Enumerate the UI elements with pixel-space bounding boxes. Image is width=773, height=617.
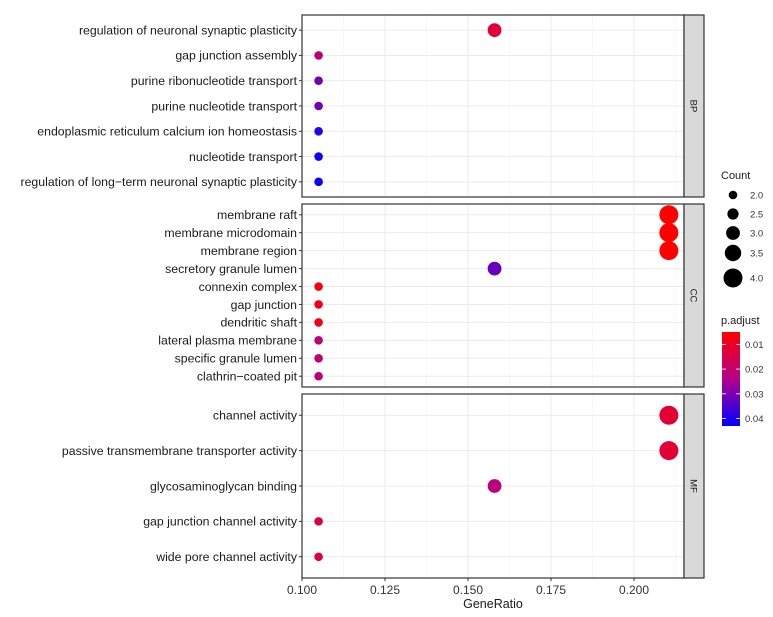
count-legend: Count 2.0 2.5 3.0 3.5 4.0: [721, 170, 763, 288]
count-legend-key: [724, 244, 742, 262]
data-point: [314, 318, 323, 327]
data-point: [659, 405, 679, 425]
colorbar-label: 0.04: [745, 414, 764, 425]
padjust-colorbar: [722, 332, 740, 426]
count-legend-label: 3.0: [750, 229, 763, 240]
y-tick-label: regulation of long−term neuronal synapti…: [21, 175, 298, 189]
data-point: [659, 205, 679, 225]
y-tick-label: passive transmembrane transporter activi…: [62, 444, 298, 458]
count-legend-key: [726, 226, 740, 240]
data-point: [314, 126, 323, 136]
facet-panel-cc: membrane raft membrane microdomain membran…: [158, 203, 705, 388]
y-tick-label: membrane raft: [217, 208, 298, 222]
data-point: [659, 441, 679, 461]
count-legend-label: 2.0: [750, 191, 763, 202]
data-point: [314, 51, 323, 60]
colorbar-label: 0.01: [745, 340, 764, 351]
facet-strip: [683, 14, 705, 198]
y-tick-label: gap junction channel activity: [143, 515, 298, 529]
facet-panel-bp: regulation of neuronal synaptic plastici…: [21, 14, 705, 198]
facet-strip-label: MF: [688, 479, 699, 493]
data-point: [314, 152, 323, 161]
y-tick-label: purine nucleotide transport: [151, 99, 297, 113]
data-point: [487, 23, 502, 38]
count-legend-key: [728, 190, 738, 200]
y-tick-label: purine ribonucleotide transport: [131, 74, 298, 88]
data-point: [314, 336, 323, 345]
facet-strip: [683, 203, 705, 388]
data-point: [659, 241, 679, 261]
data-point: [314, 552, 323, 562]
y-tick-label: membrane region: [201, 244, 298, 258]
x-tick-label: 0.125: [370, 583, 400, 597]
y-tick-label: regulation of neuronal synaptic plastici…: [79, 23, 298, 37]
x-tick-label: 0.200: [619, 583, 649, 597]
data-point: [314, 300, 323, 309]
data-point: [314, 353, 323, 363]
y-tick-label: membrane microdomain: [164, 226, 297, 240]
y-tick-label: clathrin−coated pit: [197, 370, 298, 384]
x-tick-label: 0.150: [453, 583, 483, 597]
facet-panel-mf: channel activity passive transmembrane tr…: [62, 393, 705, 579]
count-legend-key: [727, 208, 739, 220]
y-tick-label: nucleotide transport: [189, 150, 298, 164]
data-point: [487, 261, 502, 276]
data-point: [314, 101, 323, 111]
count-legend-title: Count: [721, 170, 750, 182]
count-legend-key: [723, 268, 743, 288]
count-legend-label: 4.0: [750, 274, 763, 285]
y-tick-label: gap junction assembly: [175, 49, 298, 63]
data-point: [487, 479, 502, 493]
colorbar-label: 0.03: [745, 389, 764, 400]
colorbar-label: 0.02: [745, 365, 764, 376]
y-tick-label: wide pore channel activity: [155, 550, 298, 564]
count-legend-label: 2.5: [750, 210, 763, 221]
data-point: [314, 177, 323, 187]
facet-strip: [683, 393, 705, 579]
data-point: [314, 517, 323, 526]
y-tick-label: glycosaminoglycan binding: [150, 479, 297, 493]
y-tick-label: specific granule lumen: [175, 352, 298, 366]
y-tick-label: gap junction: [231, 298, 297, 312]
y-tick-label: endoplasmic reticulum calcium ion homeos…: [37, 125, 297, 139]
x-tick-label: 0.175: [536, 583, 566, 597]
count-legend-label: 3.5: [750, 249, 763, 260]
x-tick-label: 0.100: [287, 583, 317, 597]
padjust-legend: p.adjust 0.01 0.02 0.03 0.04: [721, 315, 764, 426]
data-point: [314, 282, 323, 291]
facet-strip-label: CC: [688, 289, 699, 303]
panel-background: [302, 204, 684, 387]
data-point: [314, 76, 323, 86]
y-tick-label: dendritic shaft: [220, 316, 297, 330]
x-axis-label: GeneRatio: [463, 597, 523, 611]
facet-strip-label: BP: [688, 100, 699, 113]
padjust-legend-title: p.adjust: [721, 315, 760, 327]
y-tick-label: channel activity: [213, 409, 298, 423]
y-tick-label: secretory granule lumen: [165, 262, 297, 276]
data-point: [314, 371, 323, 381]
data-point: [659, 223, 679, 243]
y-tick-label: connexin complex: [199, 280, 298, 294]
y-tick-label: lateral plasma membrane: [158, 334, 297, 348]
